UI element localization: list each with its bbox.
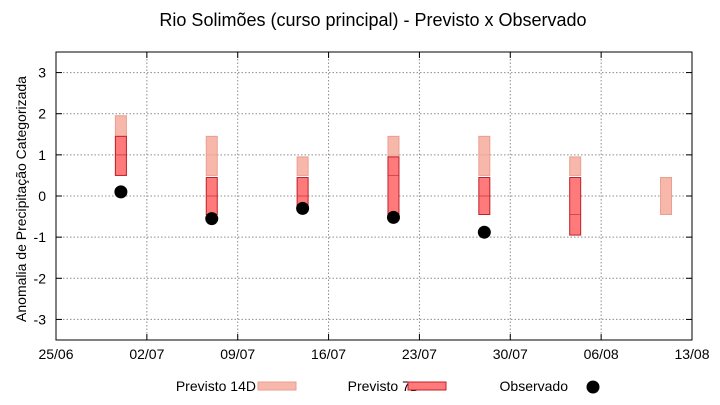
legend-swatch	[407, 381, 447, 391]
y-axis-label: Anomalia de Precipitação Categorizada	[13, 76, 29, 322]
range-bar	[569, 156, 582, 176]
x-tick-label: 09/07	[220, 346, 255, 362]
x-tick-label: 02/07	[129, 346, 164, 362]
legend-swatch	[586, 380, 600, 394]
range-bar	[478, 135, 491, 176]
y-tick-label: 0	[38, 188, 46, 204]
range-bar	[660, 176, 673, 216]
y-tick-label: -3	[34, 311, 47, 327]
range-bar	[569, 176, 582, 236]
observed-point	[205, 212, 219, 226]
x-tick-label: 25/06	[38, 346, 73, 362]
y-tick-label: -2	[34, 270, 47, 286]
observed-point	[114, 185, 128, 199]
range-bar	[114, 135, 127, 176]
observed-point	[477, 225, 491, 239]
legend-label: Previsto 7D	[348, 378, 420, 394]
range-bar	[387, 156, 400, 216]
legend-label: Previsto 14D	[176, 378, 256, 394]
y-tick-label: -1	[34, 229, 47, 245]
x-tick-label: 16/07	[311, 346, 346, 362]
legend-label: Observado	[500, 378, 569, 394]
y-tick-label: 3	[38, 65, 46, 81]
range-bar	[296, 156, 309, 176]
observed-point	[386, 210, 400, 224]
range-bar	[205, 135, 218, 176]
grid-layer	[56, 52, 692, 340]
y-tick-label: 2	[38, 106, 46, 122]
x-tick-label: 30/07	[493, 346, 528, 362]
legend-swatch	[257, 381, 297, 391]
marks-layer	[114, 115, 673, 239]
chart-title: Rio Solimões (curso principal) - Previst…	[159, 10, 586, 30]
legend: Previsto 14D Previsto 7D Observado	[176, 378, 600, 394]
y-tick-label: 1	[38, 147, 46, 163]
x-tick-label: 06/08	[584, 346, 619, 362]
observed-point	[296, 201, 310, 215]
axis-ticks-layer: -3 -2 -1 0 1 2 3 25/06 02/07 09/07 16/07 23/07 30/07…	[34, 52, 710, 362]
x-tick-label: 13/08	[674, 346, 709, 362]
x-tick-label: 23/07	[402, 346, 437, 362]
